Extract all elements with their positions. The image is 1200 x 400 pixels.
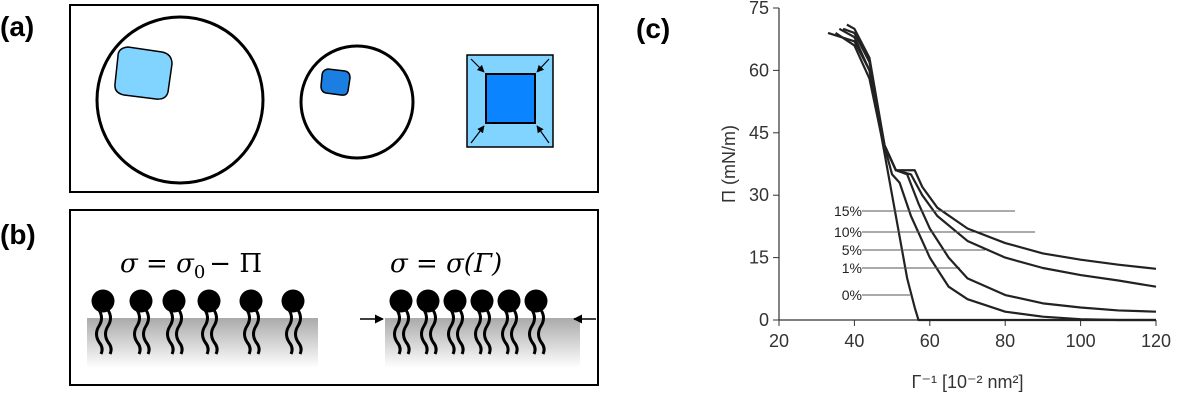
bubble: [97, 17, 263, 183]
lipid-head: [163, 290, 186, 313]
figure: (a) (b) σ = σ0− Π σ = σ(Γ) (c) 015304560…: [0, 0, 1200, 400]
domain-inner: [486, 74, 535, 123]
series-label: 15%: [834, 203, 862, 219]
equation: σ = σ(Γ): [390, 249, 502, 279]
lipid-head: [198, 290, 221, 313]
series-line: [828, 33, 1156, 320]
lipid-head: [240, 290, 263, 313]
panel-label: (c): [636, 13, 670, 44]
x-tick-label: 80: [995, 331, 1015, 351]
series-label: 5%: [842, 242, 862, 258]
domain: [321, 69, 350, 95]
panel-label: (b): [0, 219, 36, 250]
x-tick-label: 40: [844, 331, 864, 351]
series-line: [836, 33, 1156, 320]
lipid-head: [525, 290, 548, 313]
y-tick-label: 75: [749, 0, 769, 18]
equation: σ = σ0− Π: [120, 249, 262, 283]
lipid-head: [498, 290, 521, 313]
lipid-head: [417, 290, 440, 313]
series-label: 1%: [842, 260, 862, 276]
bubble: [301, 46, 413, 158]
y-tick-label: 45: [749, 123, 769, 143]
water: [87, 318, 318, 368]
domain: [115, 47, 172, 99]
x-tick-label: 120: [1141, 331, 1171, 351]
lipid-head: [390, 290, 413, 313]
lipid-head: [444, 290, 467, 313]
chart: 0 15 30 45 60 75 20 40 60 80 100 120 Γ⁻¹ [10⁻² nm²] Π…: [719, 0, 1171, 392]
lipid-head: [471, 290, 494, 313]
y-tick-label: 60: [749, 60, 769, 80]
x-axis-label: Γ⁻¹ [10⁻² nm²]: [912, 372, 1024, 392]
y-axis-label: Π (mN/m): [719, 125, 739, 203]
x-tick-label: 20: [769, 331, 789, 351]
water: [385, 318, 580, 368]
y-tick-label: 30: [749, 185, 769, 205]
lipid-head: [282, 290, 305, 313]
y-tick-label: 15: [749, 248, 769, 268]
lipid-head: [130, 290, 153, 313]
eq-rest: − Π: [209, 249, 262, 279]
series-label: 10%: [834, 224, 862, 240]
panel-label: (a): [0, 11, 34, 42]
eq-sub: 0: [194, 262, 205, 283]
lipid-head: [92, 290, 115, 313]
x-tick-label: 100: [1066, 331, 1096, 351]
y-tick-label: 0: [759, 310, 769, 330]
eq-main: σ = σ: [120, 249, 195, 279]
series-label: 0%: [842, 287, 862, 303]
x-tick-label: 60: [920, 331, 940, 351]
